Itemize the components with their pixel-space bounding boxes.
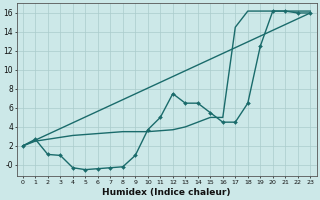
- X-axis label: Humidex (Indice chaleur): Humidex (Indice chaleur): [102, 188, 231, 197]
